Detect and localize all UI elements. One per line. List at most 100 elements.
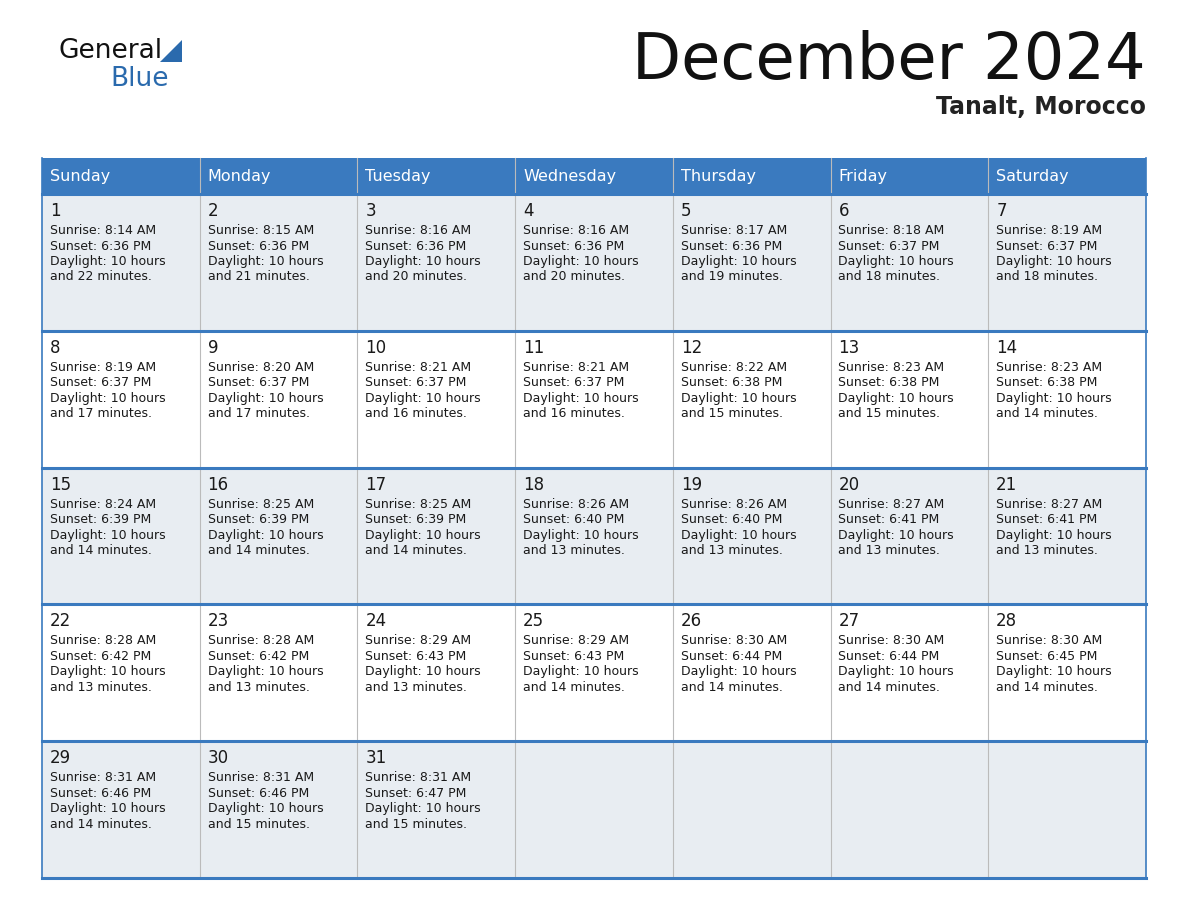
Text: and 13 minutes.: and 13 minutes.: [50, 681, 152, 694]
Text: Sunrise: 8:29 AM: Sunrise: 8:29 AM: [523, 634, 630, 647]
Text: and 16 minutes.: and 16 minutes.: [366, 408, 467, 420]
Text: 13: 13: [839, 339, 860, 357]
Text: and 16 minutes.: and 16 minutes.: [523, 408, 625, 420]
Text: Sunrise: 8:14 AM: Sunrise: 8:14 AM: [50, 224, 156, 237]
Text: Sunrise: 8:23 AM: Sunrise: 8:23 AM: [997, 361, 1102, 374]
Text: Sunset: 6:36 PM: Sunset: 6:36 PM: [681, 240, 782, 252]
Text: Sunset: 6:46 PM: Sunset: 6:46 PM: [208, 787, 309, 800]
Text: Blue: Blue: [110, 66, 169, 92]
Text: Daylight: 10 hours: Daylight: 10 hours: [366, 802, 481, 815]
Text: and 14 minutes.: and 14 minutes.: [839, 681, 941, 694]
Text: 9: 9: [208, 339, 219, 357]
Bar: [42, 604, 1146, 741]
Text: Daylight: 10 hours: Daylight: 10 hours: [50, 666, 165, 678]
Text: Daylight: 10 hours: Daylight: 10 hours: [208, 666, 323, 678]
Text: 12: 12: [681, 339, 702, 357]
Text: and 18 minutes.: and 18 minutes.: [839, 271, 941, 284]
Text: Sunset: 6:37 PM: Sunset: 6:37 PM: [839, 240, 940, 252]
Text: 3: 3: [366, 202, 375, 220]
Text: Sunset: 6:40 PM: Sunset: 6:40 PM: [523, 513, 625, 526]
Text: Sunrise: 8:30 AM: Sunrise: 8:30 AM: [839, 634, 944, 647]
Text: 24: 24: [366, 612, 386, 631]
Text: 28: 28: [997, 612, 1017, 631]
Text: 5: 5: [681, 202, 691, 220]
Text: Sunrise: 8:31 AM: Sunrise: 8:31 AM: [366, 771, 472, 784]
Text: Sunset: 6:38 PM: Sunset: 6:38 PM: [839, 376, 940, 389]
Text: Daylight: 10 hours: Daylight: 10 hours: [997, 666, 1112, 678]
Text: and 13 minutes.: and 13 minutes.: [997, 544, 1098, 557]
Text: Sunset: 6:45 PM: Sunset: 6:45 PM: [997, 650, 1098, 663]
Text: and 15 minutes.: and 15 minutes.: [208, 818, 310, 831]
Text: 2: 2: [208, 202, 219, 220]
Text: Sunrise: 8:19 AM: Sunrise: 8:19 AM: [50, 361, 156, 374]
Text: Sunset: 6:36 PM: Sunset: 6:36 PM: [50, 240, 151, 252]
Text: Sunset: 6:38 PM: Sunset: 6:38 PM: [997, 376, 1098, 389]
Text: and 15 minutes.: and 15 minutes.: [366, 818, 467, 831]
Text: 19: 19: [681, 476, 702, 494]
Polygon shape: [160, 40, 182, 62]
Text: Sunset: 6:39 PM: Sunset: 6:39 PM: [366, 513, 467, 526]
Text: Sunrise: 8:18 AM: Sunrise: 8:18 AM: [839, 224, 944, 237]
Text: General: General: [58, 38, 162, 64]
Text: 21: 21: [997, 476, 1017, 494]
Bar: [830, 158, 988, 194]
Text: Sunrise: 8:27 AM: Sunrise: 8:27 AM: [997, 498, 1102, 510]
Text: and 13 minutes.: and 13 minutes.: [681, 544, 783, 557]
Text: Daylight: 10 hours: Daylight: 10 hours: [997, 529, 1112, 542]
Text: Sunday: Sunday: [50, 169, 110, 184]
Text: and 17 minutes.: and 17 minutes.: [208, 408, 310, 420]
Text: Sunrise: 8:28 AM: Sunrise: 8:28 AM: [208, 634, 314, 647]
Text: 15: 15: [50, 476, 71, 494]
Text: Sunset: 6:40 PM: Sunset: 6:40 PM: [681, 513, 782, 526]
Text: 31: 31: [366, 749, 386, 767]
Text: Sunrise: 8:27 AM: Sunrise: 8:27 AM: [839, 498, 944, 510]
Text: Daylight: 10 hours: Daylight: 10 hours: [208, 392, 323, 405]
Text: 26: 26: [681, 612, 702, 631]
Text: and 19 minutes.: and 19 minutes.: [681, 271, 783, 284]
Text: Daylight: 10 hours: Daylight: 10 hours: [208, 529, 323, 542]
Text: Daylight: 10 hours: Daylight: 10 hours: [523, 255, 639, 268]
Bar: [988, 158, 1146, 194]
Text: Sunrise: 8:16 AM: Sunrise: 8:16 AM: [523, 224, 630, 237]
Text: and 21 minutes.: and 21 minutes.: [208, 271, 310, 284]
Text: Sunset: 6:47 PM: Sunset: 6:47 PM: [366, 787, 467, 800]
Text: Sunset: 6:37 PM: Sunset: 6:37 PM: [523, 376, 625, 389]
Text: 22: 22: [50, 612, 71, 631]
Text: 27: 27: [839, 612, 860, 631]
Text: 23: 23: [208, 612, 229, 631]
Bar: [672, 158, 830, 194]
Text: Daylight: 10 hours: Daylight: 10 hours: [997, 392, 1112, 405]
Text: Tanalt, Morocco: Tanalt, Morocco: [936, 95, 1146, 119]
Text: Daylight: 10 hours: Daylight: 10 hours: [523, 666, 639, 678]
Text: Sunset: 6:41 PM: Sunset: 6:41 PM: [839, 513, 940, 526]
Text: and 14 minutes.: and 14 minutes.: [366, 544, 467, 557]
Text: 11: 11: [523, 339, 544, 357]
Text: Sunset: 6:39 PM: Sunset: 6:39 PM: [50, 513, 151, 526]
Text: Daylight: 10 hours: Daylight: 10 hours: [366, 666, 481, 678]
Text: 18: 18: [523, 476, 544, 494]
Text: Daylight: 10 hours: Daylight: 10 hours: [366, 255, 481, 268]
Text: Sunrise: 8:24 AM: Sunrise: 8:24 AM: [50, 498, 156, 510]
Text: 25: 25: [523, 612, 544, 631]
Text: Sunset: 6:42 PM: Sunset: 6:42 PM: [50, 650, 151, 663]
Text: Sunrise: 8:19 AM: Sunrise: 8:19 AM: [997, 224, 1102, 237]
Text: and 13 minutes.: and 13 minutes.: [366, 681, 467, 694]
Text: Sunset: 6:37 PM: Sunset: 6:37 PM: [366, 376, 467, 389]
Text: Sunrise: 8:31 AM: Sunrise: 8:31 AM: [50, 771, 156, 784]
Text: Daylight: 10 hours: Daylight: 10 hours: [208, 255, 323, 268]
Text: Sunset: 6:36 PM: Sunset: 6:36 PM: [523, 240, 624, 252]
Text: Daylight: 10 hours: Daylight: 10 hours: [50, 255, 165, 268]
Text: Daylight: 10 hours: Daylight: 10 hours: [681, 529, 796, 542]
Text: Daylight: 10 hours: Daylight: 10 hours: [839, 529, 954, 542]
Text: and 14 minutes.: and 14 minutes.: [208, 544, 310, 557]
Bar: [42, 467, 1146, 604]
Text: Daylight: 10 hours: Daylight: 10 hours: [839, 666, 954, 678]
Text: Sunset: 6:37 PM: Sunset: 6:37 PM: [208, 376, 309, 389]
Text: Sunrise: 8:26 AM: Sunrise: 8:26 AM: [523, 498, 630, 510]
Text: Daylight: 10 hours: Daylight: 10 hours: [681, 666, 796, 678]
Text: Sunrise: 8:21 AM: Sunrise: 8:21 AM: [366, 361, 472, 374]
Text: and 14 minutes.: and 14 minutes.: [681, 681, 783, 694]
Text: Sunset: 6:46 PM: Sunset: 6:46 PM: [50, 787, 151, 800]
Text: Sunrise: 8:28 AM: Sunrise: 8:28 AM: [50, 634, 156, 647]
Text: 6: 6: [839, 202, 849, 220]
